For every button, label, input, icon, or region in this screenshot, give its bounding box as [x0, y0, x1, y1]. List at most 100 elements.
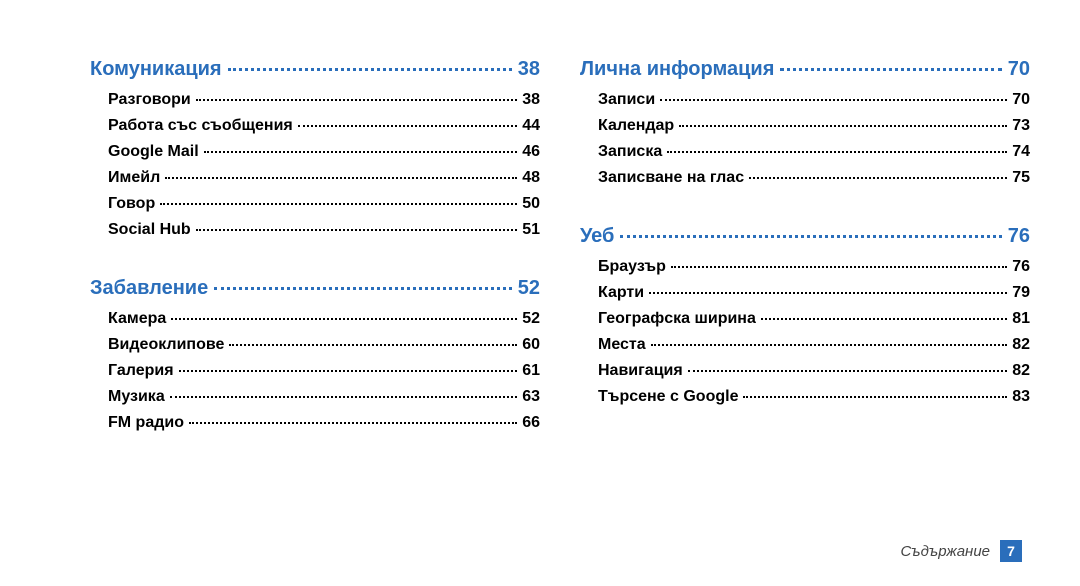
toc-entry[interactable]: Места82: [580, 336, 1030, 354]
entry-page: 79: [1012, 284, 1030, 302]
section-title-row[interactable]: Забавление 52: [90, 277, 540, 300]
entry-label: Географска ширина: [580, 310, 756, 328]
dotted-leader: [179, 370, 518, 372]
dotted-leader: [671, 266, 1007, 268]
dotted-leader: [667, 151, 1007, 153]
dotted-leader: [688, 370, 1008, 372]
dotted-leader: [171, 318, 517, 320]
toc-entry[interactable]: FM радио 66: [90, 414, 540, 432]
toc-entry[interactable]: Галерия 61: [90, 362, 540, 380]
entry-label: Камера: [90, 310, 166, 328]
entry-page: 75: [1012, 169, 1030, 187]
entry-label: Карти: [580, 284, 644, 302]
toc-entry[interactable]: Камера 52: [90, 310, 540, 328]
entry-page: 83: [1012, 388, 1030, 406]
dotted-leader: [761, 318, 1007, 320]
entry-page: 50: [522, 195, 540, 213]
section-page: 70: [1008, 58, 1030, 81]
footer-label: Съдържание: [900, 543, 990, 560]
dotted-leader: [165, 177, 517, 179]
entry-page: 52: [522, 310, 540, 328]
entry-page: 61: [522, 362, 540, 380]
section-title: Уеб: [580, 225, 614, 248]
toc-entry[interactable]: Календар 73: [580, 117, 1030, 135]
entry-label: Търсене с Google: [580, 388, 738, 406]
toc-column: Комуникация 38 Разговори38 Работа със съобщ…: [90, 54, 540, 586]
entry-label: Записи: [580, 91, 655, 109]
page-footer: Съдържание 7: [900, 540, 1022, 562]
toc-entry[interactable]: Говор 50: [90, 195, 540, 213]
section-title-row[interactable]: Лична информация 70: [580, 58, 1030, 81]
entry-page: 51: [522, 221, 540, 239]
entry-page: 82: [1012, 362, 1030, 380]
section-title-row[interactable]: Уеб 76: [580, 225, 1030, 248]
dotted-leader: [160, 203, 517, 205]
dotted-leader: [196, 99, 517, 101]
toc-entry[interactable]: Записи 70: [580, 91, 1030, 109]
entry-page: 70: [1012, 91, 1030, 109]
dotted-leader: [749, 177, 1007, 179]
entry-label: Работа със съобщения: [90, 117, 293, 135]
entry-label: Social Hub: [90, 221, 191, 239]
toc-entry[interactable]: Навигация 82: [580, 362, 1030, 380]
entry-label: Браузър: [580, 258, 666, 276]
entry-label: Имейл: [90, 169, 160, 187]
toc-entry[interactable]: Имейл 48: [90, 169, 540, 187]
section-title-row[interactable]: Комуникация 38: [90, 58, 540, 81]
toc-entry[interactable]: Записване на глас 75: [580, 169, 1030, 187]
entry-page: 73: [1012, 117, 1030, 135]
toc-entry[interactable]: Търсене с Google 83: [580, 388, 1030, 406]
dotted-leader: [170, 396, 517, 398]
entry-label: Google Mail: [90, 143, 199, 161]
entry-page: 63: [522, 388, 540, 406]
section-page: 76: [1008, 225, 1030, 248]
toc-entry[interactable]: Видеоклипове 60: [90, 336, 540, 354]
dotted-leader: [780, 68, 1001, 71]
section-page: 52: [518, 277, 540, 300]
dotted-leader: [743, 396, 1007, 398]
entry-label: Навигация: [580, 362, 683, 380]
toc-entry[interactable]: Географска ширина 81: [580, 310, 1030, 328]
entry-label: Календар: [580, 117, 674, 135]
columns-host: Комуникация 38 Разговори38 Работа със съобщ…: [90, 54, 1030, 586]
toc-entry[interactable]: Записка 74: [580, 143, 1030, 161]
toc-entry[interactable]: Работа със съобщения 44: [90, 117, 540, 135]
toc-column: Лична информация 70 Записи 70 Календар 73 Запи…: [580, 54, 1030, 586]
entry-label: Записка: [580, 143, 662, 161]
entry-label: Записване на глас: [580, 169, 744, 187]
entry-page: 60: [522, 336, 540, 354]
dotted-leader: [228, 68, 512, 71]
dotted-leader: [229, 344, 517, 346]
dotted-leader: [660, 99, 1007, 101]
entry-label: FM радио: [90, 414, 184, 432]
section-title: Забавление: [90, 277, 208, 300]
dotted-leader: [196, 229, 518, 231]
section-page: 38: [518, 58, 540, 81]
entry-label: Разговори: [90, 91, 191, 109]
section-title: Лична информация: [580, 58, 774, 81]
dotted-leader: [651, 344, 1008, 346]
section-gap: [580, 195, 1030, 221]
dotted-leader: [620, 235, 1001, 238]
toc-entry[interactable]: Google Mail 46: [90, 143, 540, 161]
toc-entry[interactable]: Музика63: [90, 388, 540, 406]
footer-page-box: 7: [1000, 540, 1022, 562]
entry-page: 46: [522, 143, 540, 161]
toc-entry[interactable]: Social Hub 51: [90, 221, 540, 239]
toc-entry[interactable]: Браузър76: [580, 258, 1030, 276]
entry-page: 66: [522, 414, 540, 432]
entry-label: Места: [580, 336, 646, 354]
entry-page: 74: [1012, 143, 1030, 161]
entry-label: Видеоклипове: [90, 336, 224, 354]
entry-page: 44: [522, 117, 540, 135]
section-title: Комуникация: [90, 58, 222, 81]
toc-entry[interactable]: Разговори38: [90, 91, 540, 109]
entry-page: 81: [1012, 310, 1030, 328]
dotted-leader: [214, 287, 512, 290]
toc-entry[interactable]: Карти 79: [580, 284, 1030, 302]
dotted-leader: [204, 151, 518, 153]
entry-label: Говор: [90, 195, 155, 213]
toc-page: Комуникация 38 Разговори38 Работа със съобщ…: [0, 0, 1080, 586]
entry-page: 48: [522, 169, 540, 187]
entry-label: Галерия: [90, 362, 174, 380]
